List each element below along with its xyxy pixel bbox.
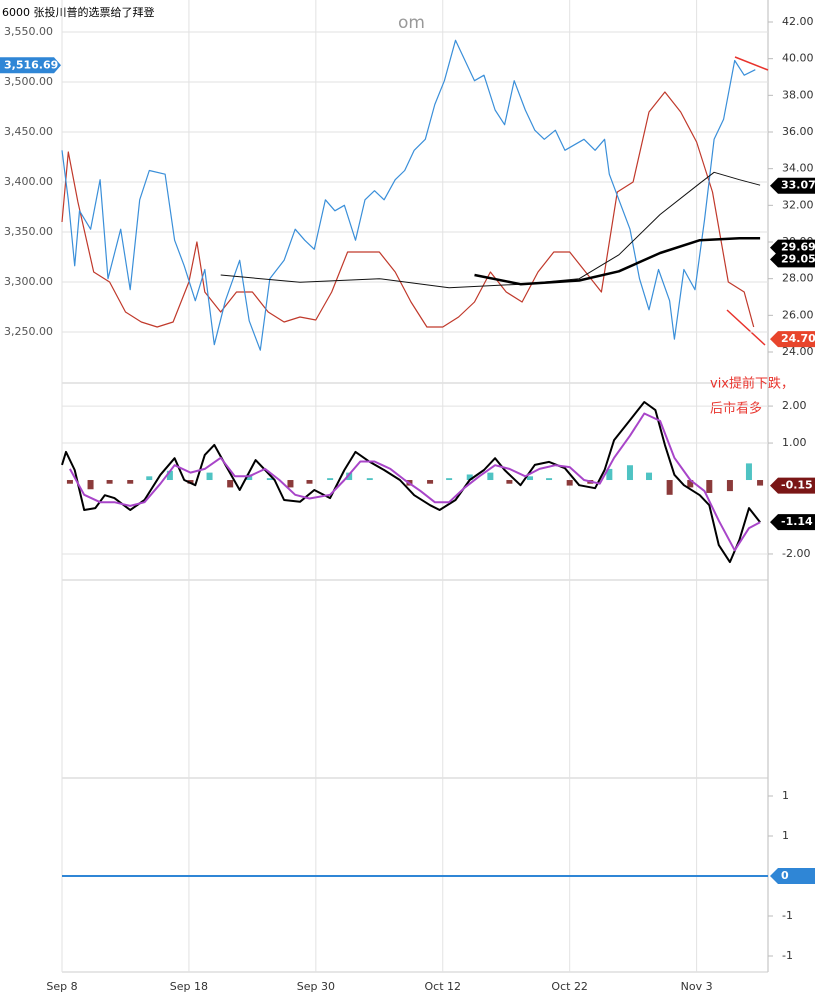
x-tick-label: Sep 8: [46, 980, 77, 993]
histogram-bar: [427, 480, 434, 484]
price-marker-label: 0: [781, 869, 789, 882]
price-marker-label: -1.14: [781, 515, 813, 528]
x-tick-label: Sep 18: [170, 980, 208, 993]
y-tick-label: 3,250.00: [4, 325, 53, 338]
histogram-bar: [366, 478, 373, 481]
y-tick-label: 2.00: [782, 399, 807, 412]
price-marker: [770, 331, 815, 348]
y-tick-label: 3,500.00: [4, 75, 53, 88]
histogram-bar: [306, 480, 313, 484]
price-marker: [770, 868, 815, 884]
histogram-bar: [666, 480, 673, 495]
y-tick-label: 3,450.00: [4, 125, 53, 138]
price-marker: [770, 177, 815, 194]
price-marker: [0, 57, 61, 74]
y-tick-label: 1: [782, 829, 789, 842]
histogram-bar: [706, 480, 713, 493]
histogram-bar: [87, 480, 94, 490]
histogram-bar: [346, 472, 353, 481]
histogram-bar: [466, 474, 473, 481]
price-marker-label: 33.07: [781, 179, 816, 192]
trend-line: [726, 309, 766, 346]
chart-title: 6000 张投川普的选票给了拜登: [2, 5, 155, 19]
series-line: [220, 171, 761, 289]
annotation: vix提前下跌，: [710, 376, 794, 392]
y2-tick-label: 34.00: [782, 162, 814, 175]
histogram-bar: [726, 480, 733, 492]
y2-tick-label: 28.00: [782, 272, 814, 285]
price-marker-label: 24.70: [781, 332, 816, 345]
histogram-bar: [687, 480, 694, 488]
x-tick-label: Oct 12: [425, 980, 462, 993]
y2-tick-label: 38.00: [782, 88, 814, 101]
histogram-bar: [527, 476, 534, 481]
annotation: 后市看多: [710, 401, 762, 417]
y-tick-label: -2.00: [782, 547, 810, 560]
price-marker: [770, 477, 815, 494]
histogram-bar: [166, 470, 173, 481]
y-tick-label: 3,400.00: [4, 175, 53, 188]
histogram-bar: [106, 480, 113, 484]
y-tick-label: -1: [782, 909, 793, 922]
histogram-bar: [446, 478, 453, 481]
y2-tick-label: 40.00: [782, 52, 814, 65]
histogram-bar: [487, 472, 494, 481]
x-tick-label: Nov 3: [681, 980, 713, 993]
y2-tick-label: 42.00: [782, 15, 814, 28]
price-marker-label: 29.05: [781, 252, 816, 265]
y-tick-label: 3,550.00: [4, 25, 53, 38]
watermark: om: [398, 13, 425, 33]
y-tick-label: 1.00: [782, 436, 807, 449]
histogram-bar: [757, 480, 764, 486]
price-marker-label: 3,516.69: [4, 58, 58, 71]
histogram-bar: [206, 472, 213, 481]
histogram-bar: [626, 465, 633, 481]
histogram-bar: [606, 468, 613, 481]
series-line: [61, 401, 761, 564]
x-tick-label: Oct 22: [551, 980, 588, 993]
histogram-bar: [327, 478, 334, 481]
y2-tick-label: 26.00: [782, 308, 814, 321]
price-marker: [770, 514, 815, 531]
histogram-bar: [146, 476, 153, 481]
histogram-bar: [646, 472, 653, 481]
histogram-bar: [287, 480, 294, 488]
series-line: [474, 237, 761, 286]
y2-tick-label: 36.00: [782, 125, 814, 138]
histogram-bar: [66, 480, 73, 484]
series-line: [61, 39, 756, 351]
histogram-bar: [745, 463, 752, 481]
histogram-bar: [566, 480, 573, 486]
y-tick-label: 3,300.00: [4, 275, 53, 288]
y2-tick-label: 32.00: [782, 198, 814, 211]
y2-tick-label: 24.00: [782, 345, 814, 358]
y-tick-label: -1: [782, 949, 793, 962]
y-tick-label: 1: [782, 789, 789, 802]
series-line: [69, 412, 761, 552]
histogram-bar: [227, 480, 234, 488]
y-tick-label: 3,350.00: [4, 225, 53, 238]
price-marker-label: -0.15: [781, 479, 813, 492]
x-tick-label: Sep 30: [297, 980, 335, 993]
histogram-bar: [266, 478, 273, 481]
histogram-bar: [506, 480, 513, 484]
trend-line: [734, 56, 769, 71]
price-marker-label: 29.69: [781, 241, 816, 254]
histogram-bar: [127, 480, 134, 484]
series-line: [61, 91, 755, 328]
price-marker: [770, 251, 815, 268]
histogram-bar: [546, 478, 553, 481]
